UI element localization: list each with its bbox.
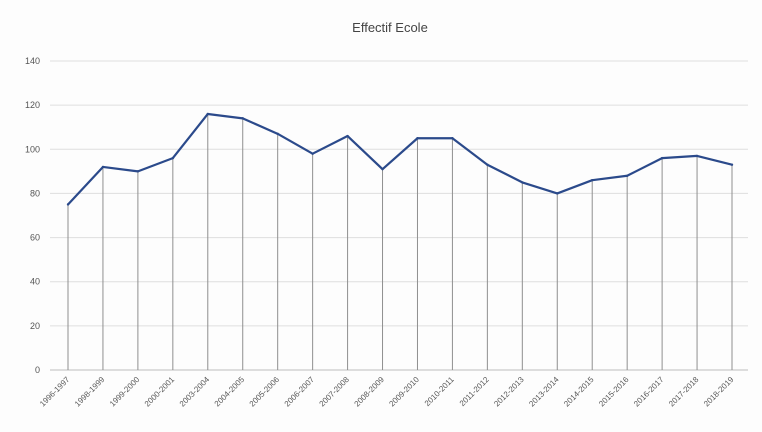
y-tick-label: 100 xyxy=(25,144,40,154)
data-point xyxy=(171,156,175,160)
x-tick-label: 2004-2005 xyxy=(213,375,247,409)
x-tick-label: 2018-2019 xyxy=(702,375,736,409)
data-point xyxy=(346,134,349,138)
series-layer xyxy=(66,112,734,206)
y-tick-label: 60 xyxy=(30,233,40,243)
y-tick-label: 20 xyxy=(30,321,40,331)
data-point xyxy=(66,203,70,206)
x-tick-label: 2010-2011 xyxy=(423,375,456,408)
y-tick-label: 0 xyxy=(35,365,40,375)
data-point xyxy=(625,174,629,177)
data-point xyxy=(311,152,314,155)
data-point xyxy=(381,167,384,171)
x-tick-label: 2017-2018 xyxy=(667,375,701,409)
x-tick-label: 2016-2017 xyxy=(632,375,666,409)
x-tick-label: 1996-1997 xyxy=(38,375,72,409)
x-tick-label: 2000-2001 xyxy=(143,375,177,409)
drop-lines xyxy=(67,113,733,370)
x-tick-label: 2015-2016 xyxy=(597,375,631,409)
data-point xyxy=(276,132,279,136)
data-point xyxy=(206,112,209,116)
y-axis-ticks: 0 20 40 60 80 100 120 140 xyxy=(25,56,40,375)
x-tick-label: 1998-1999 xyxy=(73,375,107,409)
data-point xyxy=(695,154,699,158)
data-point xyxy=(591,178,594,182)
x-tick-label: 2014-2015 xyxy=(562,375,596,409)
x-tick-label: 2012-2013 xyxy=(492,375,526,409)
y-tick-label: 120 xyxy=(25,100,40,110)
x-axis-ticks: 1996-1997 1998-1999 1999-2000 2000-2001 2003… xyxy=(38,375,736,409)
data-point xyxy=(556,192,559,195)
x-tick-label: 2008-2009 xyxy=(353,375,387,409)
y-tick-label: 140 xyxy=(25,56,40,66)
data-point xyxy=(416,137,419,140)
x-tick-label: 2007-2008 xyxy=(318,375,352,409)
y-tick-label: 40 xyxy=(30,277,40,287)
series-line xyxy=(67,112,733,206)
x-tick-label: 2009-2010 xyxy=(387,375,421,409)
x-tick-label: 2011-2012 xyxy=(458,375,491,408)
data-point xyxy=(241,117,244,120)
data-point xyxy=(451,137,454,140)
data-point xyxy=(521,181,524,184)
x-tick-label: 2013-2014 xyxy=(527,375,561,409)
x-tick-label: 2006-2007 xyxy=(283,375,317,409)
data-point xyxy=(730,163,734,166)
data-point xyxy=(136,170,140,173)
gridlines xyxy=(50,60,748,371)
x-tick-label: 1999-2000 xyxy=(108,375,142,409)
chart-title: Effectif Ecole xyxy=(352,20,428,35)
x-tick-label: 2005-2006 xyxy=(248,375,282,409)
y-tick-label: 80 xyxy=(30,188,40,198)
data-point xyxy=(486,163,489,166)
data-point xyxy=(660,156,664,160)
data-point xyxy=(101,165,105,169)
x-tick-label: 2003-2004 xyxy=(178,375,212,409)
